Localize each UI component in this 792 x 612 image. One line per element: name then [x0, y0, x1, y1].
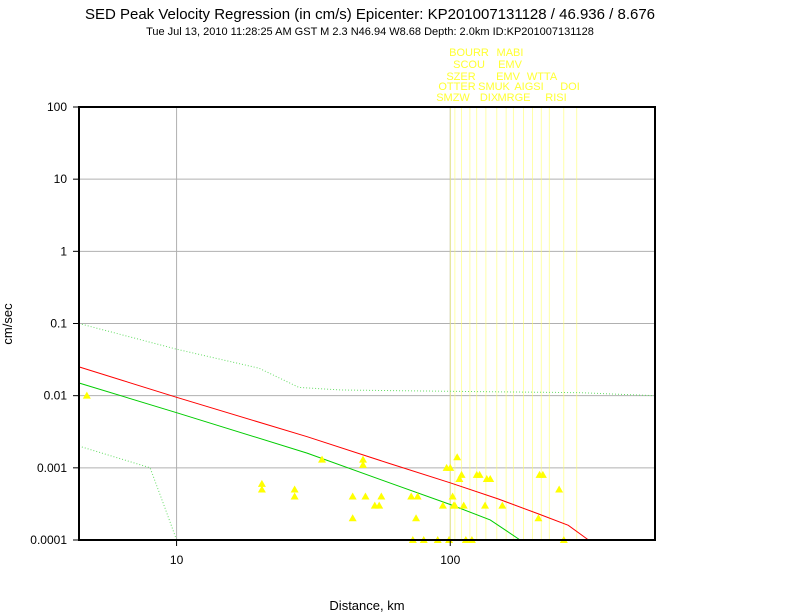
station-label: MABI: [497, 47, 524, 59]
y-axis-ticks: 0.0001 0.001 0.01 0.1 1 10 100: [30, 100, 79, 547]
data-point: [359, 455, 368, 463]
data-point: [446, 463, 455, 471]
y-tick-label: 0.0001: [30, 533, 67, 547]
station-label: SMZW: [436, 92, 470, 104]
chart-subtitle: Tue Jul 13, 2010 11:28:25 AM GST M 2.3 N…: [146, 26, 594, 38]
data-point: [412, 514, 421, 522]
station-label: EMV: [498, 59, 523, 71]
x-tick-label: 100: [440, 553, 460, 567]
data-point: [498, 501, 507, 509]
y-tick-label: 0.001: [37, 461, 67, 475]
data-point: [448, 492, 457, 500]
station-labels: BOURR MABI SCOU EMV SZER EMV WTTA OTTER SMUK AIGS…: [436, 47, 580, 104]
station-label: AIGSI: [514, 81, 543, 93]
station-label: MRGE: [498, 92, 531, 104]
data-point: [534, 514, 543, 522]
y-tick-label: 1: [60, 244, 67, 258]
station-label: WTTA: [527, 71, 558, 83]
station-label: EMV: [496, 71, 521, 83]
data-point: [475, 470, 484, 478]
x-axis-label: Distance, km: [329, 598, 404, 612]
station-label: OTTER: [438, 81, 475, 93]
fit-line: [78, 382, 521, 541]
observation-points: [82, 391, 568, 543]
data-point: [377, 492, 386, 500]
data-point: [555, 485, 564, 493]
data-point: [438, 501, 447, 509]
lower-bound-line: [78, 445, 178, 541]
station-label: SCOU: [453, 59, 485, 71]
y-tick-label: 10: [54, 172, 68, 186]
data-point: [455, 475, 464, 483]
y-tick-label: 0.1: [50, 317, 67, 331]
data-point: [359, 460, 368, 468]
y-tick-label: 0.01: [44, 389, 68, 403]
data-point: [348, 514, 357, 522]
chart-title: SED Peak Velocity Regression (in cm/s) E…: [85, 6, 655, 23]
data-point: [459, 501, 468, 509]
station-label: DIX: [480, 92, 499, 104]
data-point: [375, 501, 384, 509]
data-point: [290, 485, 299, 493]
upper-bound-line: [78, 323, 656, 397]
y-tick-label: 100: [47, 100, 67, 114]
x-axis-ticks: 10 100: [170, 540, 461, 567]
data-point: [257, 479, 266, 487]
data-point: [318, 455, 327, 463]
data-point: [290, 492, 299, 500]
station-label: BOURR: [449, 47, 489, 59]
station-label: RISI: [545, 92, 566, 104]
data-point: [457, 470, 466, 478]
regression-line: [78, 366, 589, 541]
regression-lines: [78, 323, 656, 541]
data-point: [413, 492, 422, 500]
data-point: [348, 492, 357, 500]
station-marker-lines: [449, 107, 578, 540]
data-point: [82, 391, 91, 399]
data-point: [453, 453, 462, 461]
station-label: SZER: [446, 71, 475, 83]
data-point: [538, 470, 547, 478]
data-point: [486, 475, 495, 483]
x-tick-label: 10: [170, 553, 184, 567]
y-axis-label: cm/sec: [0, 303, 15, 345]
data-point: [450, 501, 459, 509]
data-point: [481, 501, 490, 509]
station-label: DOI: [560, 81, 580, 93]
data-point: [361, 492, 370, 500]
station-label: SMUK: [478, 81, 510, 93]
data-point: [407, 492, 416, 500]
data-point: [257, 485, 266, 493]
